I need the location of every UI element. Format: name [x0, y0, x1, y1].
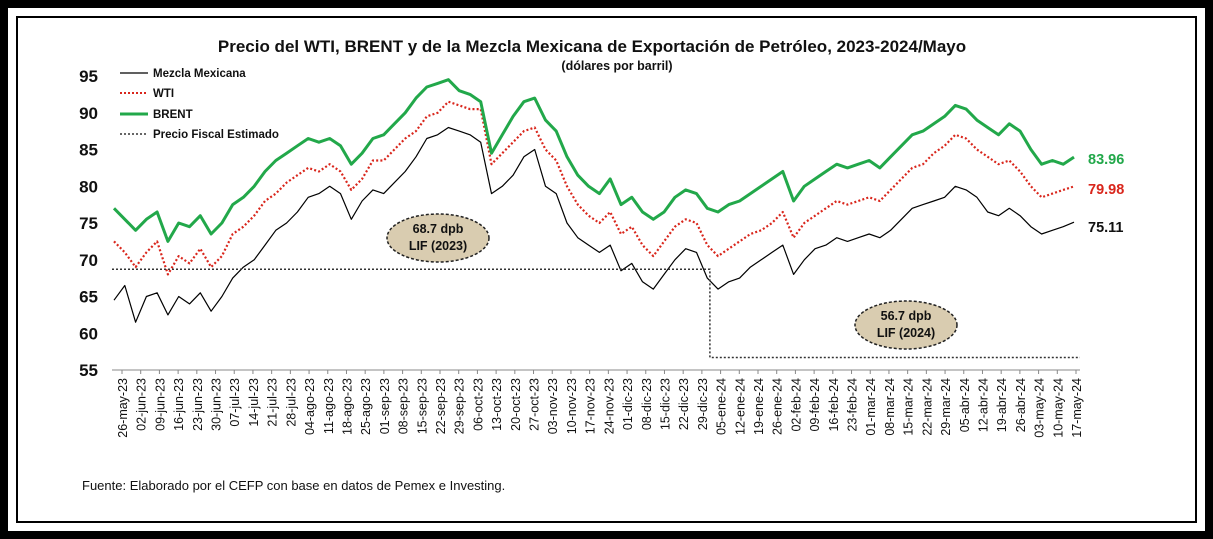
- x-tick-label: 09-feb-24: [808, 378, 822, 432]
- x-tick-label: 17-nov-23: [584, 378, 598, 434]
- x-tick-label: 14-jul-23: [247, 378, 261, 427]
- x-tick-label: 10-may-24: [1051, 378, 1065, 438]
- y-tick-label: 80: [79, 177, 98, 196]
- x-tick-label: 16-jun-23: [172, 378, 186, 431]
- x-tick-label: 03-nov-23: [546, 378, 560, 434]
- y-tick-label: 55: [79, 361, 98, 380]
- y-tick-label: 60: [79, 324, 98, 343]
- x-tick-label: 21-jul-23: [266, 378, 280, 427]
- x-tick-label: 01-sep-23: [378, 378, 392, 434]
- annotation-2024-line1: 56.7 dpb: [881, 309, 932, 323]
- x-tick-label: 06-oct-23: [471, 378, 485, 431]
- legend-label-brent: BRENT: [153, 109, 193, 121]
- y-tick-label: 65: [79, 288, 98, 307]
- x-tick-label: 15-sep-23: [415, 378, 429, 434]
- axes: 55 60 65 70 75 80 85 90 95 26-may-23 02-jun-23 09-j…: [79, 67, 1084, 438]
- x-tick-label: 02-jun-23: [135, 378, 149, 431]
- x-tick-label: 29-dic-23: [696, 378, 710, 430]
- x-tick-label: 15-mar-24: [902, 378, 916, 436]
- legend-label-mezcla: Mezcla Mexicana: [153, 68, 246, 80]
- annotation-lif-2023: 68.7 dpb LIF (2023): [386, 213, 490, 263]
- x-tick-label: 17-may-24: [1070, 378, 1084, 438]
- x-tick-label: 22-dic-23: [677, 378, 691, 430]
- x-tick-label: 23-jun-23: [191, 378, 205, 431]
- annotation-2023-line2: LIF (2023): [409, 239, 467, 253]
- annotation-bubble-2023: [386, 213, 490, 263]
- x-tick-label: 19-ene-24: [752, 378, 766, 435]
- end-label-brent: 83.96: [1088, 152, 1124, 168]
- x-tick-label: 05-abr-24: [958, 378, 972, 432]
- annotation-bubble-2024: [854, 300, 958, 350]
- x-tick-label: 25-ago-23: [359, 378, 373, 435]
- y-tick-label: 70: [79, 251, 98, 270]
- end-label-mezcla: 75.11: [1088, 220, 1124, 236]
- x-tick-label: 28-jul-23: [284, 378, 298, 427]
- x-tick-label: 13-oct-23: [490, 378, 504, 431]
- x-tick-label: 01-mar-24: [864, 378, 878, 436]
- chart-title: Precio del WTI, BRENT y de la Mezcla Mex…: [218, 37, 966, 56]
- x-tick-label: 26-abr-24: [1014, 378, 1028, 432]
- x-tick-label: 26-may-23: [116, 378, 130, 438]
- y-tick-label: 75: [79, 214, 98, 233]
- x-tick-label: 23-feb-24: [846, 378, 860, 432]
- legend-label-fiscal: Precio Fiscal Estimado: [153, 129, 279, 141]
- x-tick-label: 05-ene-24: [715, 378, 729, 435]
- legend-label-wti: WTI: [153, 88, 174, 100]
- x-tick-label: 01-dic-23: [621, 378, 635, 430]
- annotation-2023-line1: 68.7 dpb: [413, 222, 464, 236]
- x-tick-label: 22-mar-24: [920, 378, 934, 436]
- x-tick-label: 18-ago-23: [340, 378, 354, 435]
- series-line-wti: [113, 100, 1075, 276]
- x-tick-label: 12-abr-24: [976, 378, 990, 432]
- x-tick-label: 09-jun-23: [153, 378, 167, 431]
- x-tick-label: 27-oct-23: [528, 378, 542, 431]
- series-line-mezcla: [113, 126, 1075, 323]
- inner-frame: [16, 16, 1197, 523]
- x-tick-label: 12-ene-24: [733, 378, 747, 435]
- x-tick-label: 19-abr-24: [995, 378, 1009, 432]
- plot-area: [112, 78, 1080, 359]
- x-tick-label: 20-oct-23: [509, 378, 523, 431]
- x-tick-label: 10-nov-23: [565, 378, 579, 434]
- y-tick-label: 90: [79, 104, 98, 123]
- x-tick-label: 29-sep-23: [453, 378, 467, 434]
- y-tick-label: 85: [79, 141, 98, 160]
- x-tick-label: 30-jun-23: [210, 378, 224, 431]
- x-tick-label: 16-feb-24: [827, 378, 841, 432]
- x-tick-label: 02-feb-24: [789, 378, 803, 432]
- chart-subtitle: (dólares por barril): [561, 59, 672, 73]
- source-note: Fuente: Elaborado por el CEFP con base e…: [82, 478, 505, 493]
- x-tick-label: 07-jul-23: [228, 378, 242, 427]
- legend: Mezcla Mexicana WTI BRENT Precio Fiscal …: [120, 68, 279, 141]
- x-tick-label: 26-ene-24: [771, 378, 785, 435]
- x-tick-label: 08-sep-23: [397, 378, 411, 434]
- end-label-wti: 79.98: [1088, 182, 1124, 198]
- x-tick-label: 08-dic-23: [640, 378, 654, 430]
- x-tick-label: 22-sep-23: [434, 378, 448, 434]
- x-tick-label: 29-mar-24: [939, 378, 953, 436]
- x-tick-label: 24-nov-23: [602, 378, 616, 434]
- x-tick-label: 15-dic-23: [658, 378, 672, 430]
- x-tick-label: 08-mar-24: [883, 378, 897, 436]
- series-line-brent: [112, 78, 1075, 243]
- annotation-lif-2024: 56.7 dpb LIF (2024): [854, 300, 958, 350]
- x-tick-label: 11-ago-23: [322, 378, 336, 434]
- x-tick-label: 03-may-24: [1033, 378, 1047, 438]
- y-tick-label: 95: [79, 67, 98, 86]
- annotation-2024-line2: LIF (2024): [877, 326, 935, 340]
- x-tick-label: 04-ago-23: [303, 378, 317, 435]
